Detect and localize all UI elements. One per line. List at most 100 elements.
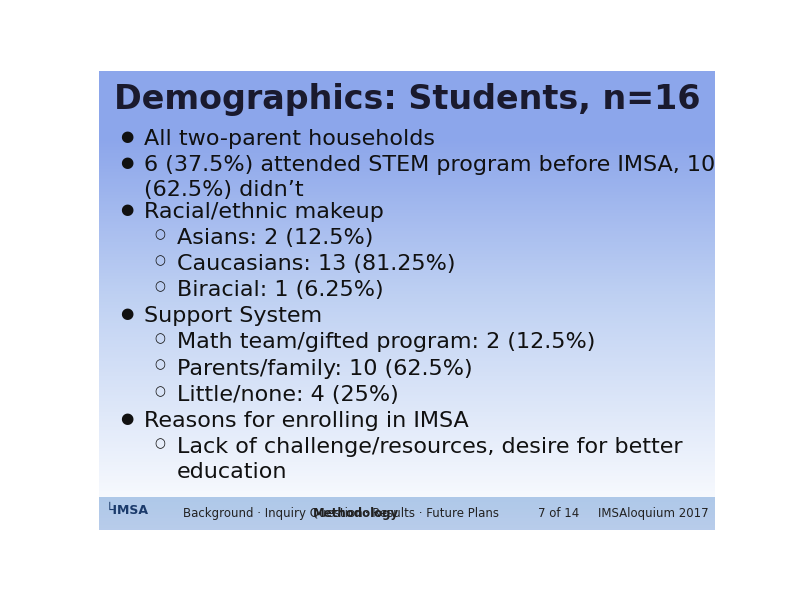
Bar [99, 328, 715, 330]
Bar [99, 412, 715, 414]
Bar [99, 512, 715, 513]
Bar [99, 289, 715, 292]
Bar [99, 505, 715, 507]
Bar [99, 291, 715, 293]
Bar [99, 479, 715, 481]
Bar [99, 280, 715, 282]
Bar [99, 394, 715, 397]
Bar [99, 293, 715, 295]
Bar [99, 378, 715, 380]
Bar [99, 416, 715, 418]
Bar [99, 141, 715, 143]
Bar [99, 372, 715, 374]
Bar [99, 350, 715, 352]
Text: Math team/gifted program: 2 (12.5%): Math team/gifted program: 2 (12.5%) [177, 333, 596, 352]
Bar [99, 335, 715, 337]
Bar [99, 120, 715, 122]
Bar [99, 358, 715, 360]
Bar [99, 250, 715, 252]
Bar [99, 76, 715, 77]
Text: ●: ● [120, 411, 133, 426]
Text: Racial/ethnic makeup: Racial/ethnic makeup [145, 202, 384, 221]
Bar [99, 137, 715, 139]
Bar [99, 132, 715, 134]
Bar [99, 180, 715, 181]
Bar [99, 111, 715, 112]
Bar [99, 198, 715, 200]
Bar [99, 317, 715, 319]
Bar [99, 405, 715, 408]
Bar [99, 424, 715, 425]
Bar [99, 515, 715, 517]
Bar [99, 169, 715, 171]
Bar [99, 518, 715, 520]
Bar [99, 165, 715, 168]
Bar [99, 510, 715, 512]
Bar [99, 99, 715, 101]
Bar [99, 222, 715, 224]
Text: All two-parent households: All two-parent households [145, 129, 435, 149]
Text: ○: ○ [154, 333, 165, 346]
Bar [99, 224, 715, 226]
Bar [99, 491, 715, 493]
Bar [99, 257, 715, 259]
Bar [99, 525, 715, 527]
Bar [99, 227, 715, 228]
Bar [99, 503, 715, 505]
Bar [99, 161, 715, 163]
Bar [99, 183, 715, 184]
Bar [99, 507, 715, 509]
Bar [99, 396, 715, 398]
Bar [99, 442, 715, 444]
Bar [99, 315, 715, 317]
Bar [99, 331, 715, 333]
Bar [99, 522, 715, 524]
Bar [99, 302, 715, 303]
Bar [99, 514, 715, 516]
Bar [99, 458, 715, 459]
Bar [99, 468, 715, 470]
Bar [99, 485, 715, 487]
Bar [99, 80, 715, 82]
Bar [99, 102, 715, 104]
Bar [99, 288, 715, 290]
Bar [99, 461, 715, 462]
Bar [99, 347, 715, 349]
Bar [99, 433, 715, 435]
Bar [99, 308, 715, 309]
Bar [99, 124, 715, 126]
Text: ○: ○ [154, 437, 165, 450]
Bar [99, 115, 715, 117]
Bar [99, 526, 715, 528]
Bar [99, 340, 715, 342]
Bar [99, 278, 715, 281]
Text: Reasons for enrolling in IMSA: Reasons for enrolling in IMSA [145, 411, 469, 431]
Bar [99, 126, 715, 128]
Bar [99, 499, 715, 500]
Bar [99, 91, 715, 93]
Bar [99, 393, 715, 395]
Bar [99, 456, 715, 458]
Bar [99, 500, 715, 502]
Bar [99, 402, 715, 405]
Bar [99, 123, 715, 125]
Bar [99, 121, 715, 123]
Bar [99, 270, 715, 271]
Bar [99, 74, 715, 76]
Bar [99, 505, 715, 507]
Bar [99, 114, 715, 115]
Bar [99, 277, 715, 279]
Bar [99, 112, 715, 114]
Bar [99, 528, 715, 530]
Bar [99, 296, 715, 298]
Bar [99, 195, 715, 196]
Bar [99, 218, 715, 220]
Bar [99, 82, 715, 84]
Bar [99, 309, 715, 311]
Text: Methodology: Methodology [313, 507, 399, 520]
Bar [99, 216, 715, 218]
Bar [99, 231, 715, 233]
Bar [99, 383, 715, 384]
Bar [99, 404, 715, 406]
Bar [99, 262, 715, 264]
